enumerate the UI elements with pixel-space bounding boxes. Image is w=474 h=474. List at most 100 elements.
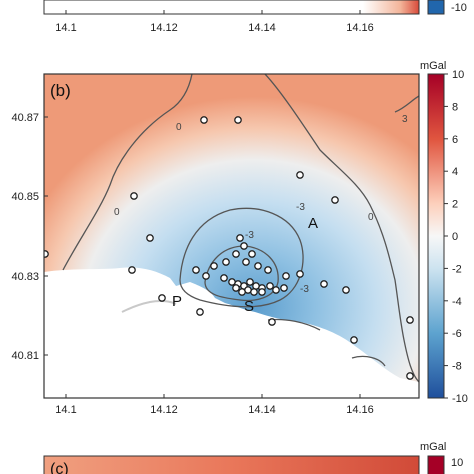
previous-colorbar-tick: -10 bbox=[451, 2, 467, 14]
previous-panel-frame bbox=[43, 0, 420, 15]
contour-minus6 bbox=[204, 245, 279, 302]
y-tick-label: 40.85 bbox=[11, 191, 39, 203]
next-panel-remnant: mGal (c) 10 bbox=[43, 441, 463, 474]
y-tick-label: 40.87 bbox=[11, 112, 39, 124]
previous-panel-remnant: -10 14.1 14.12 14.14 14.16 bbox=[43, 0, 467, 34]
x-axis-ticks: 14.1 14.12 14.14 14.16 bbox=[55, 394, 374, 416]
top-x-tick-label: 14.12 bbox=[150, 22, 178, 34]
map-frame bbox=[43, 73, 420, 399]
station-marker bbox=[192, 266, 200, 274]
contour-plus3-coast bbox=[351, 355, 386, 367]
y-tick-label: 40.81 bbox=[11, 350, 39, 362]
station-marker bbox=[254, 262, 262, 270]
station-marker bbox=[296, 171, 304, 179]
station-marker bbox=[272, 286, 280, 294]
station-marker bbox=[128, 266, 136, 274]
station-marker bbox=[146, 234, 154, 242]
top-x-tick-label: 14.14 bbox=[248, 22, 276, 34]
colorbar-tick-label: 0 bbox=[452, 231, 458, 243]
contour-label-minus3: -3 bbox=[296, 202, 305, 213]
station-marker bbox=[232, 250, 240, 258]
station-marker bbox=[320, 280, 328, 288]
contour-plus3-ne bbox=[394, 95, 419, 113]
station-marker bbox=[250, 288, 258, 296]
colorbar-tick-label: -4 bbox=[452, 296, 462, 308]
label-area-s: S bbox=[244, 298, 254, 315]
colorbar-tick-label: 6 bbox=[452, 134, 458, 146]
station-marker bbox=[342, 286, 350, 294]
sea-area bbox=[44, 267, 419, 398]
station-marker bbox=[266, 282, 274, 290]
contour-minus3 bbox=[179, 207, 304, 308]
station-marker bbox=[196, 308, 204, 316]
x-tick-label: 14.14 bbox=[248, 404, 276, 416]
station-marker bbox=[210, 262, 218, 270]
colorbar-tick-label: -2 bbox=[452, 263, 462, 275]
colorbar-tick-label: -10 bbox=[452, 393, 468, 405]
colorbar-tick-label: 8 bbox=[452, 101, 458, 113]
contour-label-minus3: -3 bbox=[245, 230, 254, 241]
station-marker bbox=[248, 250, 256, 258]
station-marker bbox=[242, 258, 250, 266]
contour-label-0: 0 bbox=[114, 207, 120, 218]
gravity-stations bbox=[44, 116, 414, 380]
x-tick-label: 14.12 bbox=[150, 404, 178, 416]
contour-zero-west bbox=[62, 74, 193, 271]
label-area-a: A bbox=[308, 215, 318, 232]
next-panel-label: (c) bbox=[50, 461, 69, 474]
colorbar-tick-label: -8 bbox=[452, 361, 462, 373]
station-marker bbox=[200, 116, 208, 124]
station-marker bbox=[158, 294, 166, 302]
station-marker bbox=[350, 336, 358, 344]
station-marker bbox=[44, 250, 49, 258]
station-marker bbox=[238, 288, 246, 296]
contour-label-3: 3 bbox=[402, 114, 408, 125]
contour-label-minus3: -3 bbox=[300, 284, 309, 295]
station-marker bbox=[220, 274, 228, 282]
contour-label-0: 0 bbox=[176, 122, 182, 133]
station-marker bbox=[264, 266, 272, 274]
station-marker bbox=[280, 284, 288, 292]
station-marker bbox=[234, 116, 242, 124]
colorbar-tick-label: -6 bbox=[452, 328, 462, 340]
station-marker bbox=[222, 258, 230, 266]
station-marker bbox=[406, 372, 414, 380]
x-tick-label: 14.1 bbox=[55, 404, 76, 416]
breakwater bbox=[121, 299, 177, 313]
map-panel-b: 0 0 0 -3 -3 -3 3 (b) A P S 14.1 14.12 14.1… bbox=[11, 73, 420, 416]
panel-label: (b) bbox=[50, 81, 71, 100]
station-marker bbox=[240, 242, 248, 250]
colorbar-tick-label: 2 bbox=[452, 199, 458, 211]
colorbar: mGal 10 8 6 4 2 0 -2 -4 -6 -8 -10 bbox=[420, 60, 468, 405]
station-marker bbox=[130, 192, 138, 200]
previous-colorbar bbox=[427, 0, 445, 15]
colorbar-tick-label: 10 bbox=[452, 69, 464, 81]
station-marker bbox=[406, 316, 414, 324]
colorbar-tick-label: 4 bbox=[452, 166, 458, 178]
station-marker bbox=[296, 270, 304, 278]
next-colorbar bbox=[427, 455, 445, 474]
station-marker bbox=[202, 272, 210, 280]
station-marker bbox=[236, 234, 244, 242]
station-marker bbox=[232, 284, 240, 292]
next-colorbar-unit: mGal bbox=[420, 441, 446, 453]
next-panel-frame bbox=[43, 455, 420, 474]
colorbar-scale bbox=[427, 73, 445, 399]
contour-lines bbox=[62, 74, 419, 383]
colorbar-unit: mGal bbox=[420, 60, 446, 72]
y-tick-label: 40.83 bbox=[11, 271, 39, 283]
top-x-tick-label: 14.1 bbox=[55, 22, 76, 34]
top-x-tick-label: 14.16 bbox=[346, 22, 374, 34]
station-marker bbox=[246, 278, 254, 286]
station-marker bbox=[331, 196, 339, 204]
next-colorbar-top-tick: 10 bbox=[451, 457, 463, 469]
contour-label-0: 0 bbox=[368, 212, 374, 223]
x-tick-label: 14.16 bbox=[346, 404, 374, 416]
contour-zero-east bbox=[264, 74, 419, 383]
station-marker bbox=[282, 272, 290, 280]
station-marker bbox=[268, 318, 276, 326]
label-area-p: P bbox=[172, 293, 182, 310]
station-marker bbox=[258, 288, 266, 296]
y-axis-ticks: 40.87 40.85 40.83 40.81 bbox=[11, 112, 48, 362]
